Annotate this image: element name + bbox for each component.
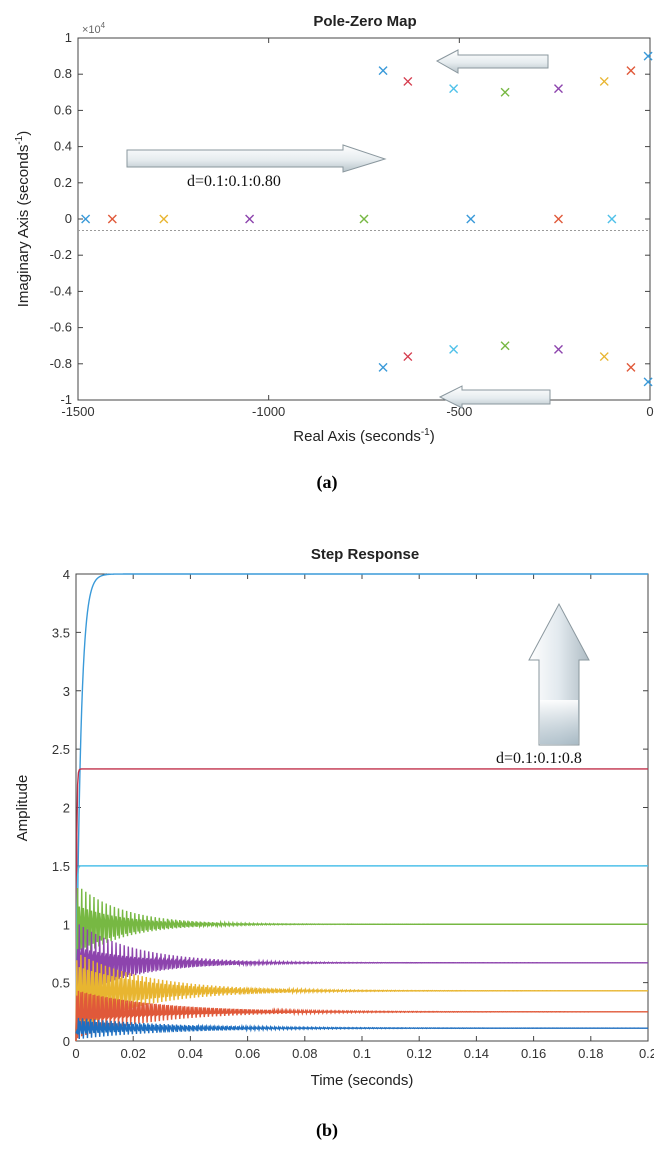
pole-marker — [500, 341, 510, 351]
chart-a-y-tick-label: -1 — [60, 392, 72, 407]
pole-marker — [378, 362, 388, 372]
pole-marker — [107, 214, 117, 224]
chart-b-y-tick-label: 1 — [63, 917, 70, 932]
chart-a-y-tick-label: 0.6 — [54, 102, 72, 117]
chart-b-step-lines — [75, 573, 649, 1042]
chart-a-y-label: Imaginary Axis (seconds-1) — [14, 131, 32, 307]
chart-a-y-tick-label: -0.8 — [50, 356, 72, 371]
chart-b-x-tick-label: 0.16 — [521, 1046, 546, 1061]
chart-b-x-ticks: 0 0.02 0.04 0.06 0.08 0.1 0.12 0.14 0.16 0.18 0.2 — [72, 574, 654, 1061]
chart-b-y-tick-label: 0.5 — [52, 976, 70, 991]
chart-a-y-tick-label: -0.6 — [50, 320, 72, 335]
chart-b-y-tick-label: 4 — [63, 567, 70, 582]
pole-marker — [553, 84, 563, 94]
chart-a-annotation: d=0.1:0.1:0.80 — [187, 173, 281, 190]
chart-b-x-tick-label: 0.14 — [464, 1046, 489, 1061]
pole-marker — [607, 214, 617, 224]
chart-b-y-tick-label: 3.5 — [52, 625, 70, 640]
pole-zero-chart: Pole-Zero Map -1500 -1000 -500 0 -1 -0.8 -0.6… — [14, 13, 654, 493]
chart-a-caption: (a) — [317, 472, 338, 493]
step-response-chart: Step Response 0 0.02 0.04 0.06 0.08 0.1 0.12 0.… — [14, 546, 654, 1141]
pole-marker — [500, 87, 510, 97]
chart-a-y-exponent: ×104 — [82, 21, 106, 36]
chart-a-x-tick-label: 0 — [646, 404, 653, 419]
chart-b-x-tick-label: 0.2 — [639, 1046, 654, 1061]
chart-b-y-ticks: 0 0.5 1 1.5 2 2.5 3 3.5 4 — [52, 567, 648, 1049]
pole-marker — [449, 344, 459, 354]
chart-b-y-tick-label: 2 — [63, 801, 70, 816]
pole-marker — [403, 352, 413, 362]
chart-b-x-tick-label: 0.06 — [235, 1046, 260, 1061]
chart-b-x-tick-label: 0.04 — [178, 1046, 203, 1061]
chart-b-caption: (b) — [316, 1120, 338, 1141]
pole-marker — [466, 214, 476, 224]
chart-b-y-tick-label: 2.5 — [52, 742, 70, 757]
arrow-left-top-icon — [435, 49, 549, 74]
chart-b-x-tick-label: 0 — [72, 1046, 79, 1061]
pole-marker — [599, 352, 609, 362]
chart-a-x-tick-label: -500 — [446, 404, 472, 419]
pole-marker — [403, 76, 413, 86]
chart-b-x-tick-label: 0.18 — [578, 1046, 603, 1061]
pole-marker — [643, 51, 653, 61]
pole-marker — [159, 214, 169, 224]
chart-a-x-tick-label: -1000 — [252, 404, 285, 419]
chart-a-y-tick-label: -0.4 — [50, 283, 72, 298]
chart-a-x-tick-label: -1500 — [61, 404, 94, 419]
chart-b-annotation: d=0.1:0.1:0.8 — [496, 750, 582, 767]
chart-b-y-tick-label: 1.5 — [52, 859, 70, 874]
arrow-right-middle-icon — [126, 144, 387, 173]
chart-b-y-tick-label: 0 — [63, 1034, 70, 1049]
pole-marker — [626, 362, 636, 372]
chart-a-y-tick-label: -0.2 — [50, 247, 72, 262]
chart-a-y-ticks: -1 -0.8 -0.6 -0.4 -0.2 0 0.2 0.4 0.6 0.8 1 — [50, 30, 650, 407]
chart-a-pole-markers — [81, 51, 653, 387]
pole-marker — [378, 66, 388, 76]
chart-b-x-label: Time (seconds) — [311, 1072, 414, 1089]
chart-a-y-tick-label: 0.8 — [54, 66, 72, 81]
chart-a-title: Pole-Zero Map — [313, 13, 416, 30]
pole-marker — [553, 214, 563, 224]
pole-marker — [245, 214, 255, 224]
chart-b-x-tick-label: 0.1 — [353, 1046, 371, 1061]
chart-b-y-label: Amplitude — [14, 775, 31, 842]
chart-b-x-tick-label: 0.08 — [292, 1046, 317, 1061]
chart-a-y-tick-label: 0 — [65, 211, 72, 226]
pole-marker — [599, 76, 609, 86]
pole-marker — [643, 377, 653, 387]
chart-b-x-tick-label: 0.02 — [121, 1046, 146, 1061]
chart-b-title: Step Response — [311, 546, 419, 563]
arrow-left-bottom-icon — [438, 385, 551, 409]
chart-b-x-tick-label: 0.12 — [407, 1046, 432, 1061]
chart-a-y-tick-label: 0.2 — [54, 175, 72, 190]
chart-a-x-label: Real Axis (seconds-1) — [293, 427, 434, 445]
pole-marker — [359, 214, 369, 224]
pole-marker — [553, 344, 563, 354]
arrow-up-icon — [528, 602, 590, 746]
chart-a-y-tick-label: 0.4 — [54, 139, 72, 154]
chart-a-y-tick-label: 1 — [65, 30, 72, 45]
pole-marker — [626, 66, 636, 76]
chart-b-y-tick-label: 3 — [63, 684, 70, 699]
pole-marker — [449, 84, 459, 94]
pole-marker — [81, 214, 91, 224]
